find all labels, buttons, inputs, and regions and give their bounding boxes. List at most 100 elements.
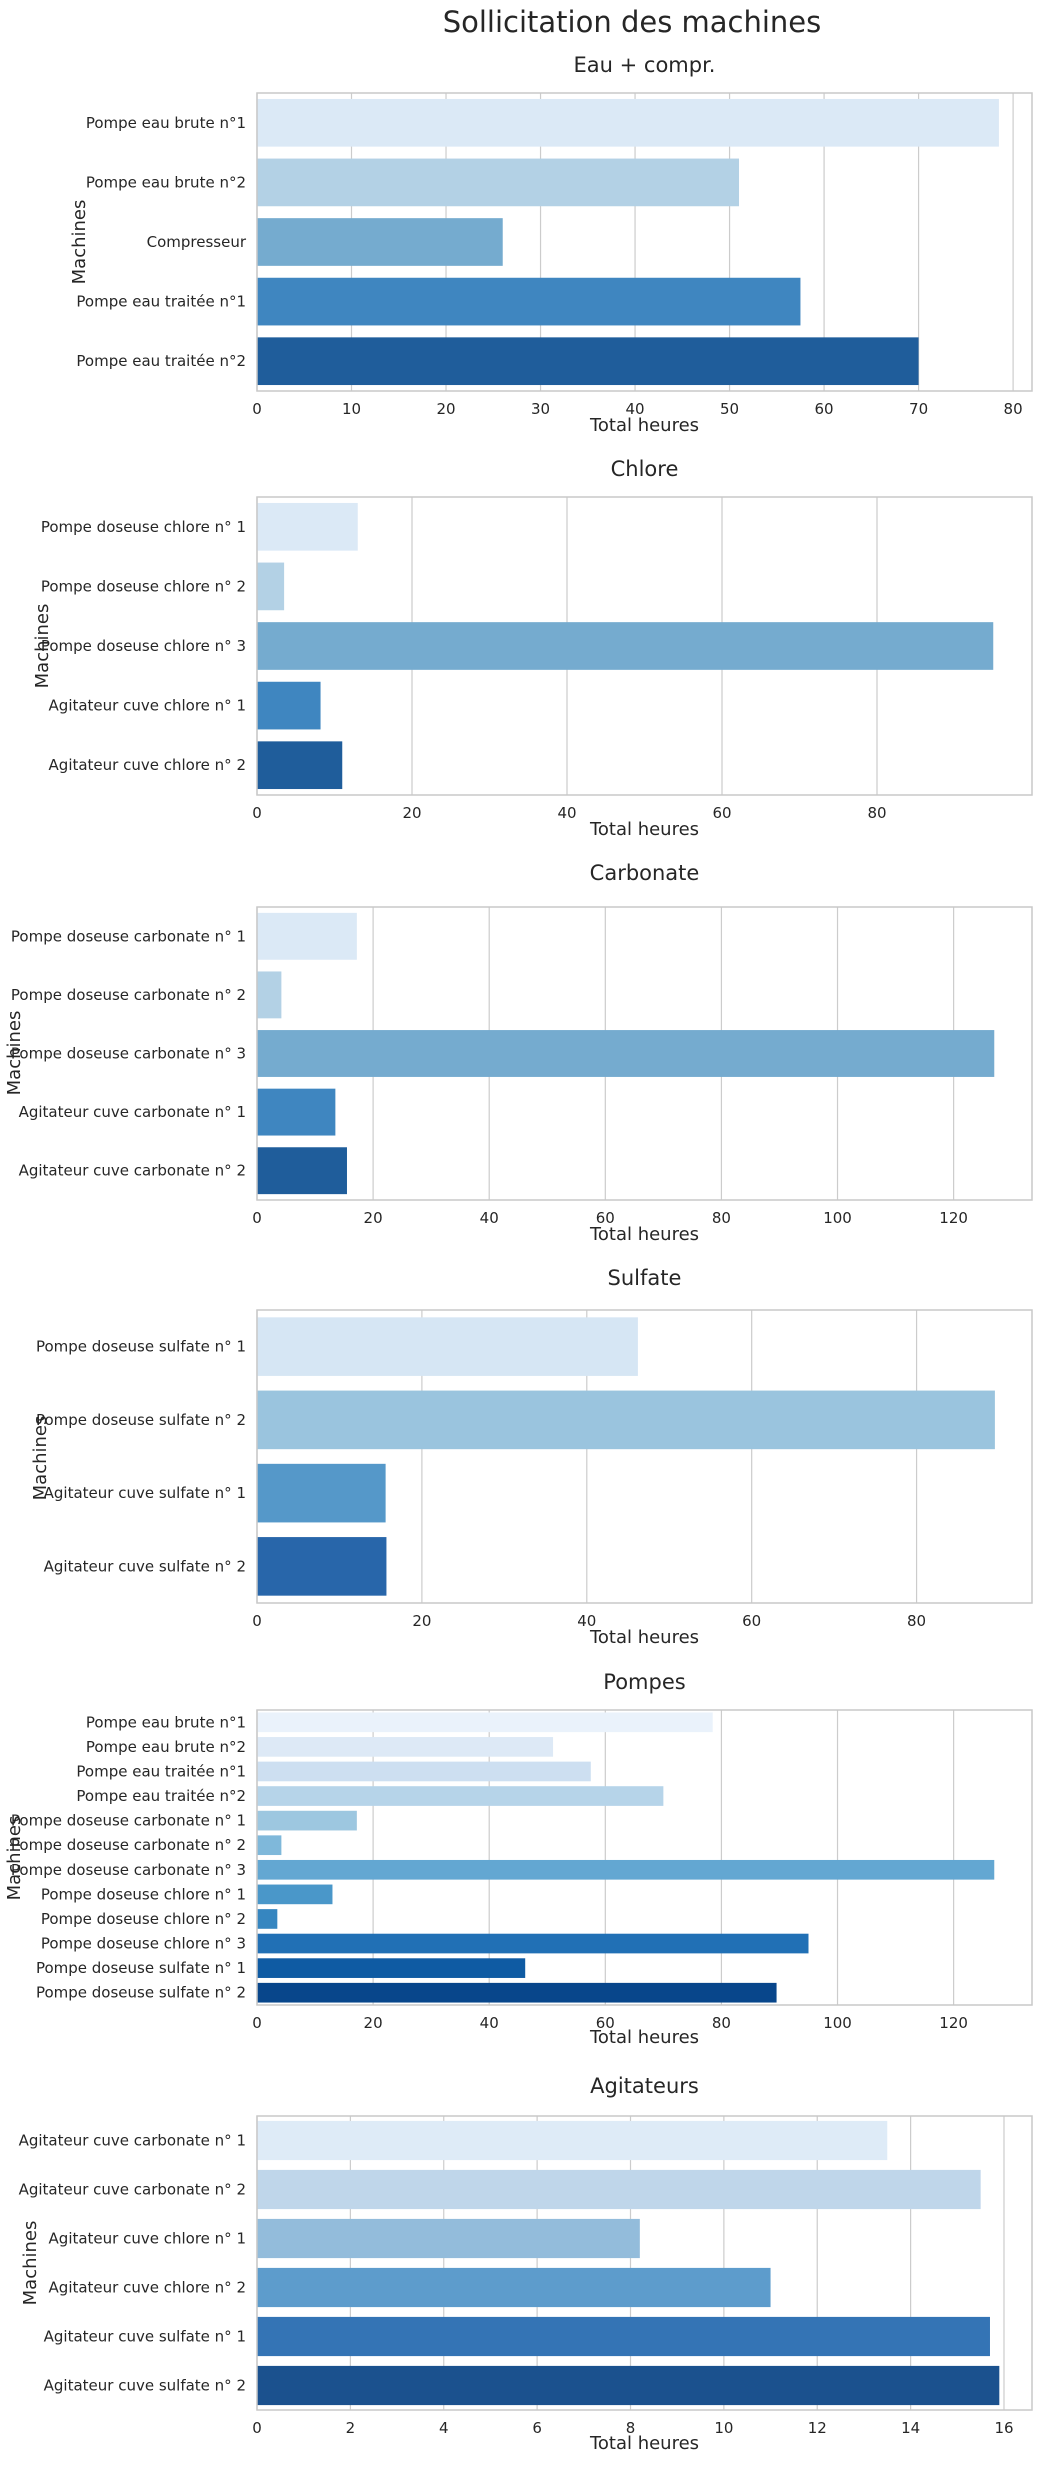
axes-frame: [256, 906, 1033, 1201]
y-tick-label: Pompe doseuse carbonate n° 1: [11, 927, 246, 945]
x-axis-label: Total heures: [589, 2433, 699, 2454]
y-tick-label: Agitateur cuve sulfate n° 1: [44, 1484, 246, 1502]
y-tick-label: Pompe eau brute n°2: [86, 1738, 246, 1756]
y-tick-label: Pompe eau traitée n°2: [76, 1787, 246, 1805]
y-tick-label: Agitateur cuve carbonate n° 2: [19, 1162, 246, 1180]
x-tick-label: 60: [712, 804, 731, 822]
x-tick-label: 40: [577, 1612, 596, 1630]
bar: [257, 1958, 526, 1978]
bar: [257, 1088, 336, 1136]
x-tick-label: 60: [596, 2014, 615, 2032]
y-tick-label: Pompe doseuse sulfate n° 2: [36, 1984, 246, 2002]
x-tick-label: 20: [402, 804, 421, 822]
y-tick-label: Agitateur cuve carbonate n° 2: [19, 2181, 246, 2199]
y-tick-label: Pompe doseuse sulfate n° 2: [36, 1411, 246, 1429]
bar: [257, 98, 999, 147]
bar: [257, 1933, 809, 1954]
y-axis-label: Machines: [69, 200, 90, 285]
x-tick-label: 80: [712, 2014, 731, 2032]
bar: [257, 158, 740, 207]
y-tick-label: Pompe doseuse carbonate n° 2: [11, 1836, 246, 1854]
y-axis-label: Machines: [20, 2221, 41, 2306]
x-tick-label: 80: [907, 1612, 926, 1630]
panel-title: Sulfate: [608, 1266, 682, 1290]
x-tick-label: 60: [742, 1612, 761, 1630]
x-tick-label: 40: [480, 2014, 499, 2032]
axes-frame: [256, 2115, 1033, 2411]
y-tick-label: Pompe eau brute n°1: [86, 114, 246, 132]
y-tick-label: Pompe eau brute n°2: [86, 173, 246, 191]
bar: [257, 1537, 387, 1596]
bar: [257, 1147, 347, 1195]
x-tick-label: 6: [532, 2419, 542, 2437]
y-tick-label: Compresseur: [147, 233, 247, 251]
y-tick-label: Agitateur cuve carbonate n° 1: [19, 2132, 246, 2150]
x-tick-label: 0: [252, 400, 262, 418]
x-tick-label: 0: [252, 1209, 262, 1227]
x-tick-label: 0: [252, 2014, 262, 2032]
y-tick-label: Pompe doseuse chlore n° 2: [41, 1910, 246, 1928]
y-tick-label: Pompe eau traitée n°1: [76, 293, 246, 311]
x-tick-label: 30: [531, 400, 550, 418]
y-tick-label: Pompe doseuse chlore n° 3: [41, 637, 246, 655]
y-tick-label: Pompe doseuse sulfate n° 1: [36, 1338, 246, 1356]
panel-title: Eau + compr.: [574, 53, 716, 77]
bar: [257, 1859, 995, 1880]
x-tick-label: 14: [901, 2419, 920, 2437]
x-tick-label: 20: [364, 2014, 383, 2032]
x-tick-label: 70: [909, 400, 928, 418]
x-tick-label: 0: [252, 804, 262, 822]
x-tick-label: 80: [712, 1209, 731, 1227]
y-tick-label: Pompe doseuse chlore n° 1: [41, 518, 246, 536]
x-tick-label: 12: [808, 2419, 827, 2437]
x-axis-label: Total heures: [589, 1224, 699, 1245]
chart-panel-3: Carbonate 0 20 40 60 80 100 120 Pompe doseuse ca…: [4, 861, 1033, 1245]
bar: [257, 502, 358, 551]
x-tick-label: 20: [364, 1209, 383, 1227]
panel-title: Pompes: [603, 1670, 685, 1694]
y-tick-label: Agitateur cuve chlore n° 2: [49, 2279, 246, 2297]
panel-title: Carbonate: [590, 861, 700, 885]
x-tick-label: 40: [480, 1209, 499, 1227]
bar: [257, 1786, 664, 1806]
x-tick-label: 40: [626, 400, 645, 418]
bar: [257, 622, 994, 670]
x-tick-label: 4: [439, 2419, 449, 2437]
bar: [257, 1712, 713, 1733]
bar: [257, 1463, 386, 1523]
figure-title: Sollicitation des machines: [443, 5, 822, 39]
bar: [257, 337, 919, 386]
x-tick-label: 2: [346, 2419, 356, 2437]
x-tick-label: 10: [714, 2419, 733, 2437]
chart-panel-6: Agitateurs 0 2 4 6 8 10 12 14 16 Agitateur cuve ca…: [19, 2074, 1033, 2454]
x-tick-label: 50: [720, 400, 739, 418]
bar: [257, 1317, 638, 1376]
y-tick-label: Pompe doseuse chlore n° 3: [41, 1935, 246, 1953]
bar: [257, 1835, 282, 1856]
y-tick-label: Pompe doseuse sulfate n° 1: [36, 1959, 246, 1977]
bar: [257, 741, 343, 790]
chart-panel-2: Chlore 0 20 40 60 80 Pompe doseuse chlore n° 1…: [32, 457, 1033, 840]
bar: [257, 2169, 981, 2210]
x-tick-label: 80: [1004, 400, 1023, 418]
x-tick-label: 120: [939, 2014, 968, 2032]
bar: [257, 218, 503, 266]
bar: [257, 1982, 777, 2003]
y-axis-label: Machines: [4, 1011, 25, 1096]
y-tick-label: Pompe doseuse chlore n° 1: [41, 1885, 246, 1903]
axes-frame: [256, 1709, 1033, 2006]
y-tick-label: Pompe doseuse carbonate n° 3: [11, 1045, 246, 1063]
y-tick-label: Agitateur cuve carbonate n° 1: [19, 1103, 246, 1121]
y-tick-label: Pompe eau brute n°1: [86, 1713, 246, 1731]
bar: [257, 1030, 995, 1077]
y-tick-label: Agitateur cuve sulfate n° 2: [44, 1557, 246, 1575]
x-tick-label: 100: [823, 1209, 852, 1227]
bar: [257, 2267, 771, 2308]
bar: [257, 1390, 995, 1450]
bar: [257, 912, 357, 960]
x-axis-label: Total heures: [589, 1627, 699, 1648]
x-tick-label: 80: [867, 804, 886, 822]
x-tick-label: 16: [994, 2419, 1013, 2437]
bar: [257, 277, 801, 326]
